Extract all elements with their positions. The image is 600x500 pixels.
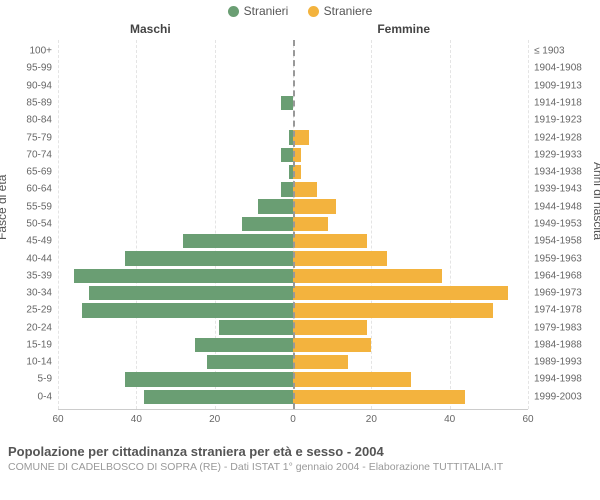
- chart-title: Popolazione per cittadinanza straniera p…: [8, 444, 592, 459]
- x-tick: 40: [131, 414, 142, 425]
- year-label: 1974-1978: [534, 305, 582, 316]
- bar-male: [125, 372, 293, 387]
- legend-female: Straniere: [308, 4, 373, 18]
- bar-male: [82, 303, 294, 318]
- year-label: 1944-1948: [534, 201, 582, 212]
- year-label: 1954-1958: [534, 236, 582, 247]
- x-tick: 40: [444, 414, 455, 425]
- bar-female: [293, 372, 411, 387]
- age-label: 60-64: [26, 184, 52, 195]
- bar-female: [293, 320, 367, 335]
- age-label: 50-54: [26, 218, 52, 229]
- year-label: 1904-1908: [534, 63, 582, 74]
- year-label: 1914-1918: [534, 97, 582, 108]
- year-label: 1999-2003: [534, 391, 582, 402]
- bar-female: [293, 338, 371, 353]
- bar-male: [207, 355, 293, 370]
- year-label: 1989-1993: [534, 357, 582, 368]
- legend-female-label: Straniere: [324, 4, 373, 18]
- year-label: 1984-1988: [534, 339, 582, 350]
- chart-subtitle: COMUNE DI CADELBOSCO DI SOPRA (RE) - Dat…: [8, 461, 592, 473]
- age-label: 20-24: [26, 322, 52, 333]
- plot-area: 100+≤ 190395-991904-190890-941909-191385…: [58, 40, 528, 410]
- age-label: 70-74: [26, 149, 52, 160]
- x-tick: 0: [290, 414, 296, 425]
- bar-male: [125, 251, 293, 266]
- bar-female: [293, 303, 493, 318]
- bar-male: [89, 286, 293, 301]
- year-label: 1994-1998: [534, 374, 582, 385]
- bar-female: [293, 390, 465, 405]
- x-tick: 20: [209, 414, 220, 425]
- bar-male: [144, 390, 293, 405]
- age-label: 95-99: [26, 63, 52, 74]
- age-label: 35-39: [26, 270, 52, 281]
- age-label: 75-79: [26, 132, 52, 143]
- bar-female: [293, 355, 348, 370]
- year-label: ≤ 1903: [534, 46, 565, 57]
- legend-male: Stranieri: [228, 4, 289, 18]
- age-label: 65-69: [26, 167, 52, 178]
- bar-female: [293, 217, 328, 232]
- grid-line: [528, 40, 529, 409]
- year-label: 1979-1983: [534, 322, 582, 333]
- bar-male: [195, 338, 293, 353]
- y-axis-title-right: Anni di nascita: [591, 161, 600, 239]
- y-axis-title-left: Fasce di età: [0, 174, 9, 239]
- chart: Fasce di età Anni di nascita 100+≤ 19039…: [0, 40, 600, 440]
- footer: Popolazione per cittadinanza straniera p…: [0, 440, 600, 473]
- year-label: 1919-1923: [534, 115, 582, 126]
- bar-female: [293, 182, 317, 197]
- year-label: 1964-1968: [534, 270, 582, 281]
- x-axis-ticks: 6040200204060: [58, 414, 528, 428]
- age-label: 45-49: [26, 236, 52, 247]
- header-male: Maschi: [130, 22, 171, 36]
- year-label: 1949-1953: [534, 218, 582, 229]
- age-label: 80-84: [26, 115, 52, 126]
- bar-female: [293, 199, 336, 214]
- year-label: 1939-1943: [534, 184, 582, 195]
- bar-male: [281, 96, 293, 111]
- age-label: 30-34: [26, 288, 52, 299]
- year-label: 1934-1938: [534, 167, 582, 178]
- age-label: 85-89: [26, 97, 52, 108]
- legend-female-swatch: [308, 6, 319, 17]
- column-headers: Maschi Femmine: [0, 22, 600, 40]
- bar-male: [281, 182, 293, 197]
- bar-male: [74, 269, 293, 284]
- legend-male-label: Stranieri: [244, 4, 289, 18]
- bar-male: [258, 199, 293, 214]
- bar-female: [293, 286, 508, 301]
- age-label: 90-94: [26, 80, 52, 91]
- center-line: [293, 40, 295, 409]
- x-tick: 60: [522, 414, 533, 425]
- age-label: 25-29: [26, 305, 52, 316]
- bar-female: [293, 234, 367, 249]
- age-label: 100+: [29, 46, 52, 57]
- header-female: Femmine: [377, 22, 430, 36]
- age-label: 0-4: [38, 391, 52, 402]
- year-label: 1969-1973: [534, 288, 582, 299]
- bar-female: [293, 251, 387, 266]
- year-label: 1929-1933: [534, 149, 582, 160]
- year-label: 1924-1928: [534, 132, 582, 143]
- age-label: 10-14: [26, 357, 52, 368]
- year-label: 1959-1963: [534, 253, 582, 264]
- bar-female: [293, 269, 442, 284]
- legend-male-swatch: [228, 6, 239, 17]
- bar-male: [219, 320, 293, 335]
- year-label: 1909-1913: [534, 80, 582, 91]
- bar-male: [281, 148, 293, 163]
- bar-male: [242, 217, 293, 232]
- age-label: 15-19: [26, 339, 52, 350]
- legend: Stranieri Straniere: [0, 0, 600, 22]
- age-label: 40-44: [26, 253, 52, 264]
- bar-female: [293, 130, 309, 145]
- age-label: 5-9: [38, 374, 52, 385]
- bar-male: [183, 234, 293, 249]
- x-tick: 60: [52, 414, 63, 425]
- age-label: 55-59: [26, 201, 52, 212]
- x-tick: 20: [366, 414, 377, 425]
